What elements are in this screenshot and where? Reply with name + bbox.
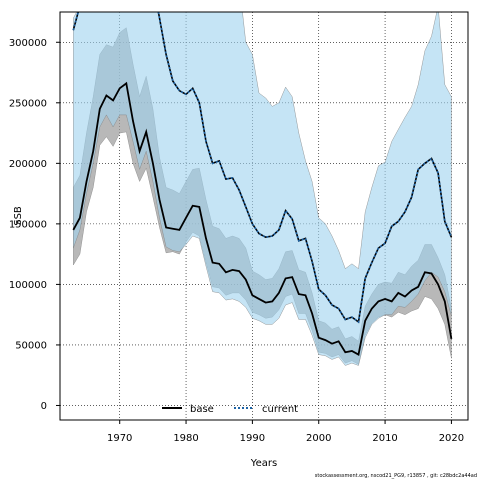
y-tick-label: 250000 bbox=[9, 98, 47, 109]
footnote: stockassessment.org, nscod21_PG9, r13857… bbox=[315, 473, 477, 479]
plot-frame bbox=[59, 11, 469, 421]
legend: base current bbox=[162, 404, 298, 415]
series-lines bbox=[72, 12, 453, 356]
y-tick-label: 50000 bbox=[15, 340, 47, 351]
y-tick-label: 150000 bbox=[9, 219, 47, 230]
y-axis-title: SSB bbox=[13, 206, 24, 226]
y-tick-label: 0 bbox=[41, 401, 47, 412]
legend-label-current: current bbox=[262, 404, 298, 415]
x-tick-label: 1970 bbox=[107, 433, 132, 444]
x-tick-label: 2000 bbox=[306, 433, 331, 444]
y-tick-label: 300000 bbox=[9, 38, 47, 49]
confidence-bands bbox=[73, 12, 452, 366]
y-tick-label: 100000 bbox=[9, 280, 47, 291]
y-tick-label: 200000 bbox=[9, 159, 47, 170]
current-line-outline bbox=[72, 12, 453, 324]
x-tick-label: 1990 bbox=[240, 433, 265, 444]
x-tick-label: 2020 bbox=[439, 433, 464, 444]
y-axis: 0 50000 100000 150000 200000 250000 300000 bbox=[9, 38, 60, 412]
x-tick-label: 1980 bbox=[173, 433, 198, 444]
current-confidence-band bbox=[73, 12, 452, 366]
x-axis: 1970 1980 1990 2000 2010 2020 bbox=[107, 420, 464, 444]
x-tick-label: 2010 bbox=[372, 433, 397, 444]
base-line bbox=[72, 81, 453, 356]
x-axis-title: Years bbox=[250, 458, 277, 469]
legend-label-base: base bbox=[190, 404, 214, 415]
